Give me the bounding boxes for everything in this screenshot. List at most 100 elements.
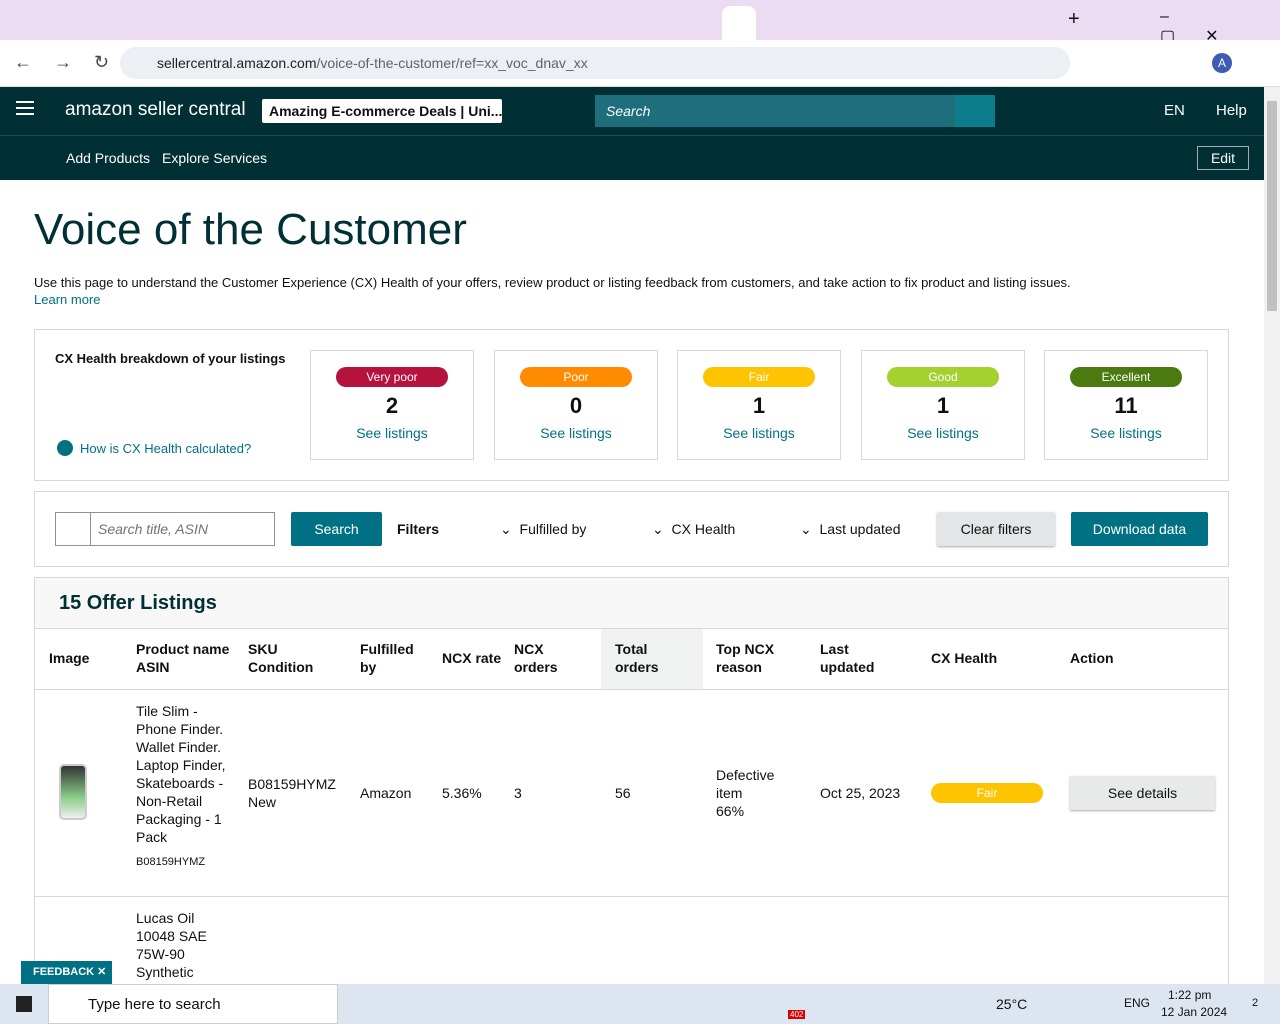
health-count: 2 — [385, 393, 399, 418]
help-link[interactable]: How is CX Health calculated? — [80, 441, 252, 456]
column-header: Last updated — [820, 640, 874, 676]
column-header-line: NCX rate — [442, 650, 502, 666]
see-listings[interactable]: See listings — [356, 425, 428, 441]
reason-share: 66% — [716, 803, 745, 819]
column-header-line: Product name — [136, 641, 230, 657]
nav-bar: Add Products Explore Services Edit — [0, 135, 1264, 180]
taskbar-search[interactable]: Type here to search — [48, 984, 338, 1024]
active-tab[interactable] — [722, 6, 756, 40]
address-bar[interactable]: sellercentral.amazon.com/voice-of-the-cu… — [120, 47, 1070, 79]
health-pill: Poor — [520, 367, 632, 387]
total-orders: 56 — [615, 785, 631, 801]
column-header: Total orders — [615, 640, 659, 676]
health-card: Fair 1 See listings — [677, 350, 841, 460]
nav-item[interactable]: Explore Services — [162, 150, 268, 166]
input-language[interactable]: ENG — [1124, 996, 1151, 1010]
see-listings[interactable]: See listings — [1090, 425, 1162, 441]
health-pill: Good — [887, 367, 999, 387]
table-header — [35, 578, 1228, 629]
dropdown[interactable]: ⌄ Last updated — [800, 521, 901, 537]
placeholder: Search title, ASIN — [98, 521, 208, 537]
scrollbar[interactable] — [1264, 87, 1280, 984]
nav-buttons[interactable]: ←→↻ — [14, 52, 132, 72]
page-description: Use this page to understand the Customer… — [34, 275, 1071, 290]
learn-more[interactable]: Learn more — [34, 292, 101, 307]
sorted-column — [601, 629, 703, 689]
tab-strip: + –▢✕ — [0, 0, 1280, 45]
column-header-line: Last — [820, 641, 849, 657]
column-header: SKU Condition — [248, 640, 313, 676]
nav-item[interactable]: Add Products — [66, 150, 151, 166]
url-host: sellercentral.amazon.com — [157, 55, 317, 71]
taskbar: Type here to search 402 25°C ENG 1:22 pm… — [0, 984, 1280, 1024]
column-header-line: reason — [716, 659, 762, 675]
profile-avatar[interactable]: A — [1212, 53, 1232, 73]
column-header-line: NCX — [514, 641, 544, 657]
dropdown-label: CX Health — [671, 521, 736, 537]
feedback-label: FEEDBACK — [33, 966, 95, 978]
menu-icon[interactable] — [16, 101, 34, 115]
filter-search[interactable]: Search title, ASIN — [55, 512, 275, 546]
health-pill: Fair — [703, 367, 815, 387]
see-listings[interactable]: See listings — [723, 425, 795, 441]
help[interactable]: Help — [1216, 102, 1247, 119]
logo[interactable]: amazon seller central — [65, 99, 246, 120]
last-updated: Oct 25, 2023 — [820, 785, 901, 801]
column-header: NCX rate — [442, 649, 501, 667]
column-header-line: CX Health — [931, 650, 998, 666]
health-card: Good 1 See listings — [861, 350, 1025, 460]
column-header-line: orders — [514, 659, 558, 675]
health-count: 11 — [1114, 393, 1138, 418]
column-header-line: SKU — [248, 641, 278, 657]
dropdown[interactable]: ⌄ CX Health — [652, 521, 736, 537]
search-button[interactable] — [955, 95, 995, 127]
product-name[interactable]: Tile Slim - Phone Finder. Wallet Finder.… — [136, 703, 226, 845]
see-listings[interactable]: See listings — [907, 425, 979, 441]
dropdown[interactable]: ⌄ Fulfilled by — [500, 521, 587, 537]
column-header: NCX orders — [514, 640, 558, 676]
breakdown-title: CX Health breakdown of your listings — [55, 351, 286, 366]
product-name[interactable]: Lucas Oil 10048 SAE 75W-90 Synthetic — [136, 910, 207, 980]
feedback-tab[interactable]: FEEDBACK ✕ — [21, 961, 112, 984]
search-button[interactable]: Search — [291, 512, 382, 546]
see-details[interactable]: See details — [1070, 776, 1215, 810]
top-ncx-reason: Defective item — [716, 767, 775, 801]
asin: B08159HYMZ — [136, 856, 206, 868]
product-image — [59, 764, 87, 820]
health-count: 1 — [752, 393, 766, 418]
clear-filters[interactable]: Clear filters — [937, 512, 1055, 546]
clock-date[interactable]: 12 Jan 2024 — [1161, 1005, 1228, 1019]
notification-count[interactable]: 2 — [1252, 997, 1259, 1009]
edit-button[interactable]: Edit — [1197, 146, 1249, 170]
column-header: Fulfilled by — [360, 640, 414, 676]
sku: B08159HYMZ — [248, 776, 336, 792]
column-header-line: by — [360, 659, 377, 675]
start-button[interactable] — [16, 996, 32, 1012]
column-header: Product name ASIN — [136, 640, 229, 676]
scroll-thumb[interactable] — [1267, 101, 1277, 311]
new-tab[interactable]: + — [1068, 8, 1080, 30]
ncx-rate: 5.36% — [442, 785, 482, 801]
health-card: Excellent 11 See listings — [1044, 350, 1208, 460]
breakdown-panel — [34, 329, 1229, 481]
health-pill: Very poor — [336, 367, 448, 387]
filters-label: Filters — [397, 521, 440, 537]
download-data[interactable]: Download data — [1071, 512, 1208, 546]
info-icon — [57, 440, 73, 456]
seller-header: amazon seller central Amazing E-commerce… — [0, 87, 1264, 135]
column-header: CX Health — [931, 649, 997, 667]
language[interactable]: EN — [1164, 102, 1185, 119]
weather[interactable]: 25°C — [996, 996, 1028, 1012]
column-header-line: Condition — [248, 659, 314, 675]
toolbar: ←→↻ sellercentral.amazon.com/voice-of-th… — [0, 40, 1280, 87]
search-input[interactable]: Search — [595, 95, 955, 127]
store-selector[interactable]: Amazing E-commerce Deals | Uni... — [262, 99, 502, 123]
clock-time[interactable]: 1:22 pm — [1168, 988, 1212, 1002]
ncx-orders: 3 — [514, 785, 522, 801]
column-header-line: orders — [615, 659, 659, 675]
page-title: Voice of the Customer — [34, 205, 467, 254]
health-pill: Excellent — [1070, 367, 1182, 387]
column-header: Top NCX reason — [716, 640, 774, 676]
see-listings[interactable]: See listings — [540, 425, 612, 441]
